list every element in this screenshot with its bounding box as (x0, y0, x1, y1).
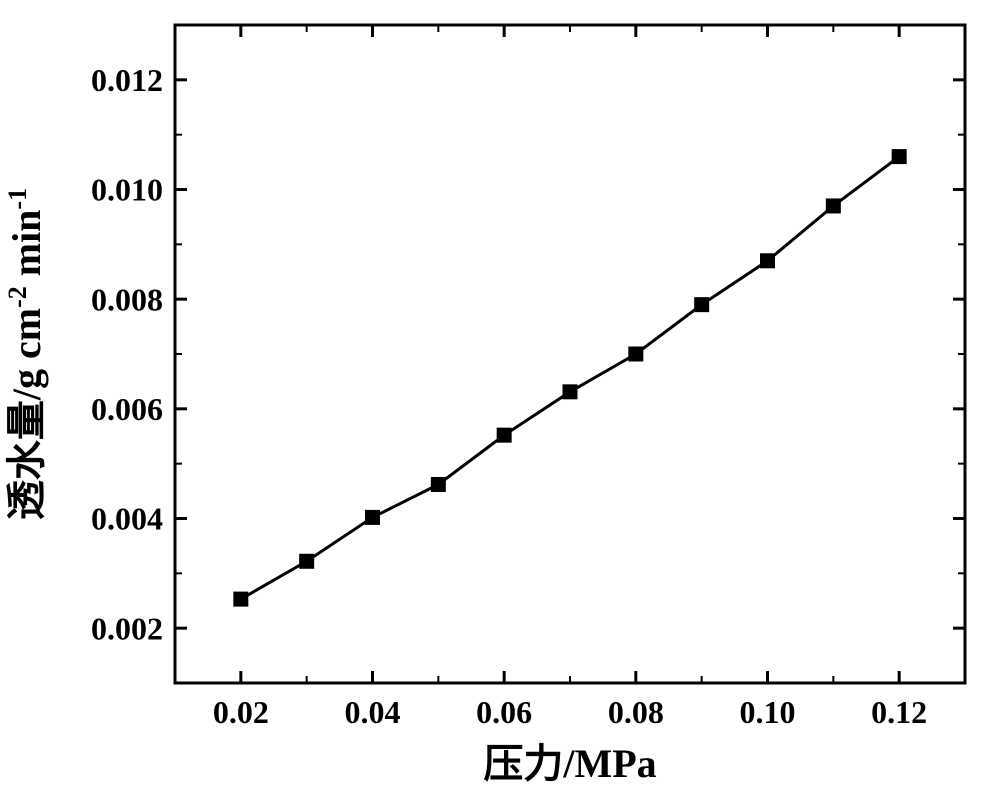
svg-text:0.012: 0.012 (91, 62, 163, 98)
svg-text:透水量/g cm-2 min-1: 透水量/g cm-2 min-1 (3, 188, 50, 520)
chart-container: 0.02 0.04 0.06 0.08 0.10 0.12 0.002 0.004 0.006 0… (0, 0, 1000, 803)
svg-text:0.04: 0.04 (345, 694, 401, 730)
svg-text:0.002: 0.002 (91, 610, 163, 646)
svg-text:0.010: 0.010 (91, 172, 163, 208)
svg-text:0.02: 0.02 (213, 694, 269, 730)
svg-text:0.008: 0.008 (91, 281, 163, 317)
svg-text:0.004: 0.004 (91, 501, 163, 537)
svg-text:0.006: 0.006 (91, 391, 163, 427)
svg-text:0.10: 0.10 (740, 694, 796, 730)
svg-text:0.12: 0.12 (871, 694, 927, 730)
line-chart: 0.02 0.04 0.06 0.08 0.10 0.12 0.002 0.004 0.006 0… (0, 0, 1000, 803)
svg-text:0.08: 0.08 (608, 694, 664, 730)
svg-text:0.06: 0.06 (476, 694, 532, 730)
svg-text:压力/MPa: 压力/MPa (483, 741, 656, 786)
